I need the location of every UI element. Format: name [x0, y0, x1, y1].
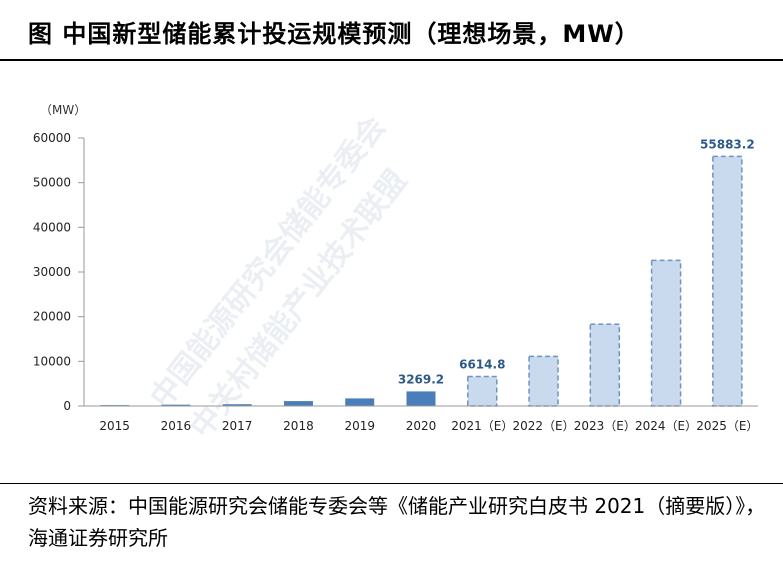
x-tick-label: 2021（E）	[451, 419, 513, 433]
x-tick-label: 2023（E）	[574, 419, 636, 433]
x-axis: 2015 2016 2017 2018 2019 2020 2021（E） 2022（E） 20…	[84, 405, 758, 433]
data-labels: 3269.2 6614.8 55883.2	[398, 137, 755, 386]
y-tick-label: 60000	[33, 131, 71, 145]
x-tick-label: 2017	[222, 419, 253, 433]
bar	[467, 375, 498, 407]
x-tick-label: 2016	[161, 419, 192, 433]
bar	[589, 323, 621, 407]
bar-chart: 中国能源研究会储能专委会 中关村储能产业技术联盟 （MW） 0 10000 2000…	[33, 103, 759, 445]
source-note: 资料来源：中国能源研究会储能专委会等《储能产业研究白皮书 2021（摘要版）》，…	[28, 494, 766, 550]
chart-title: 图 中国新型储能累计投运规模预测（理想场景，MW）	[28, 20, 640, 48]
x-tick-label: 2018	[283, 419, 314, 433]
y-tick-label: 20000	[33, 310, 71, 324]
y-axis: 0 10000 20000 30000 40000 50000 60000	[33, 131, 85, 413]
bar	[528, 355, 559, 407]
bar	[650, 259, 682, 407]
data-label: 3269.2	[398, 372, 444, 386]
bar	[222, 404, 252, 406]
x-tick-label: 2024（E）	[635, 419, 697, 433]
y-tick-label: 50000	[33, 176, 71, 190]
bar	[712, 155, 743, 407]
y-tick-label: 10000	[33, 354, 71, 368]
x-tick-label: 2022（E）	[512, 419, 574, 433]
y-unit-label: （MW）	[40, 103, 86, 117]
x-tick-label: 2020	[406, 419, 437, 433]
bar	[345, 398, 375, 406]
title-rule	[0, 59, 783, 61]
data-label: 6614.8	[459, 357, 505, 371]
watermark: 中国能源研究会储能专委会 中关村储能产业技术联盟	[144, 110, 415, 445]
bars	[100, 155, 743, 407]
x-tick-label: 2025（E）	[696, 419, 758, 433]
x-tick-label: 2015	[99, 419, 130, 433]
y-tick-label: 30000	[33, 265, 71, 279]
bar	[406, 391, 436, 406]
y-tick-label: 40000	[33, 220, 71, 234]
bar	[161, 404, 191, 406]
x-tick-label: 2019	[344, 419, 375, 433]
data-label: 55883.2	[700, 137, 755, 151]
source-rule	[0, 483, 783, 484]
y-tick-label: 0	[63, 399, 71, 413]
bar	[283, 401, 313, 406]
